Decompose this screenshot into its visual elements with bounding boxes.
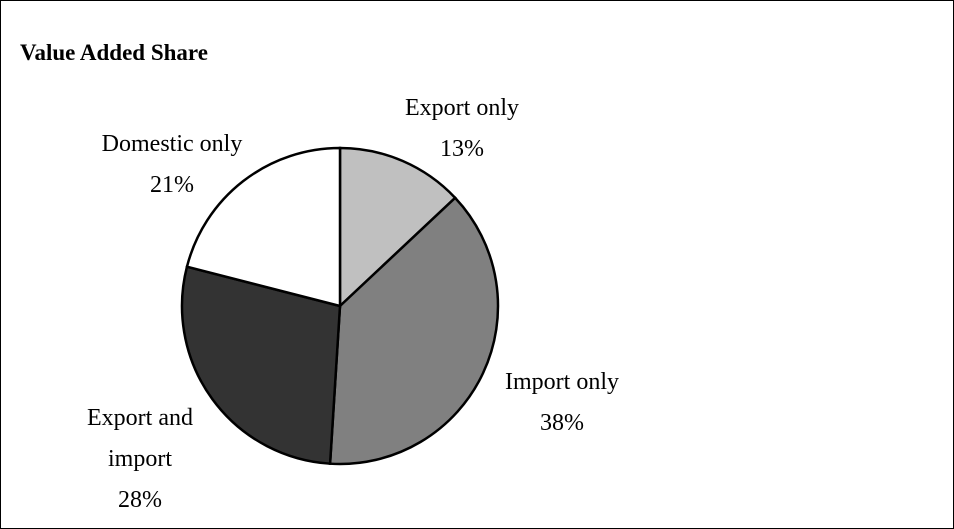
slice-label: Domestic only 21% <box>62 124 282 206</box>
pie-slice <box>338 146 457 309</box>
pie-slice <box>185 146 342 308</box>
value-label: 38% <box>540 410 584 436</box>
slice-label: Import only 38% <box>462 362 662 444</box>
category-label: Export and import <box>87 405 193 472</box>
value-label: 21% <box>150 172 194 198</box>
pie-slice <box>180 265 342 466</box>
slice-label: Export only 13% <box>362 88 562 170</box>
category-label: Export only <box>405 95 519 121</box>
value-label: 28% <box>118 487 162 513</box>
category-label: Domestic only <box>101 131 243 157</box>
value-label: 13% <box>440 136 484 162</box>
category-label: Import only <box>505 369 619 395</box>
pie-slice <box>328 196 500 466</box>
chart-title: Value Added Share <box>20 40 208 65</box>
slice-label: Export and import 28% <box>65 398 215 521</box>
